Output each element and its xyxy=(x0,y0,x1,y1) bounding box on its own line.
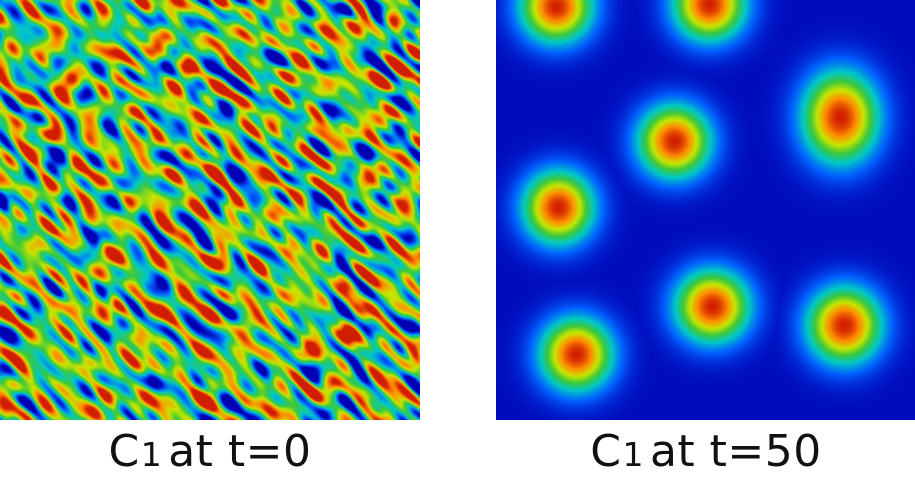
caption-text: at t=0 xyxy=(168,426,312,477)
concentration-field-t50 xyxy=(496,0,915,420)
caption-symbol: C xyxy=(108,426,140,477)
caption-subscript: 1 xyxy=(622,435,644,474)
caption-t0: C1 at t=0 xyxy=(0,424,420,483)
caption-t50: C1 at t=50 xyxy=(496,424,915,483)
caption-subscript: 1 xyxy=(140,435,163,474)
concentration-field-t0 xyxy=(0,0,420,420)
caption-text: at t=50 xyxy=(649,426,822,477)
spots-field-image xyxy=(496,0,915,420)
caption-symbol: C xyxy=(590,426,622,477)
noise-field-image xyxy=(0,0,420,420)
